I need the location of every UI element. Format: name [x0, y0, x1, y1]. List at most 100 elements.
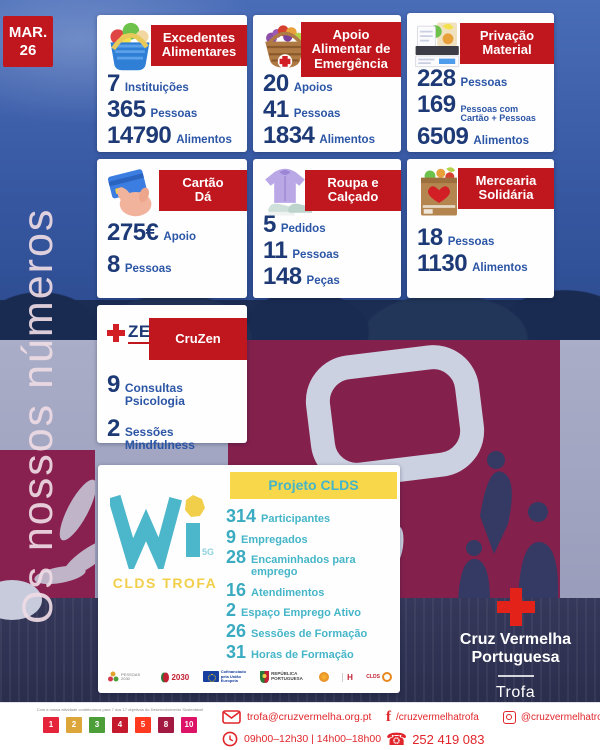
- card-title: Excedentes Alimentares: [151, 25, 247, 66]
- stat-row: 9 Consultas Psicologia: [107, 371, 243, 407]
- clock-icon: [222, 731, 238, 747]
- stat-label: Pessoas com Cartão + Pessoas: [460, 103, 536, 124]
- footer: Com a nossa atividade contribuímos para …: [0, 702, 600, 750]
- stat-value: 148: [263, 262, 302, 290]
- facebook-icon[interactable]: f: [386, 708, 391, 725]
- date-day: 26: [19, 41, 37, 59]
- stat-label: Sessões de Formação: [251, 627, 368, 640]
- stat-label: Pessoas: [150, 107, 198, 120]
- stat-label: Horas de Formação: [251, 648, 354, 661]
- hand-card-icon: [102, 165, 158, 224]
- food-basket-icon: [102, 21, 158, 78]
- card-title: Cartão Dá: [159, 170, 247, 211]
- card-cruzen: ZEN CruZen 9 Consultas Psicologia 2 Sessõe…: [97, 305, 247, 451]
- stat-row: 314 Participantes: [226, 507, 400, 526]
- stat-label: Pessoas: [460, 77, 508, 89]
- stat-value: 314: [226, 506, 257, 526]
- stat-label: Alimentos: [319, 133, 375, 146]
- stat-row: 5 Pedidos: [263, 211, 397, 238]
- sdg-goal-5-icon: 5: [135, 716, 151, 733]
- stat-row: 31 Horas de Formação: [226, 642, 400, 662]
- stat-value: 16: [226, 579, 247, 600]
- svg-text:5G: 5G: [202, 547, 214, 557]
- stat-value: 365: [107, 95, 146, 123]
- stat-value: 169: [417, 90, 456, 118]
- portugal-2030-logo: 2030: [160, 672, 189, 683]
- partner-logos-row: PESSOAS 2030 2030 Cofinanciado pela Uniã…: [108, 668, 392, 686]
- stat-value: 7: [107, 70, 120, 97]
- card-title: Mercearia Solidária: [458, 168, 554, 209]
- stat-value: 20: [263, 70, 289, 97]
- card-roupa-calcado: Roupa e Calçado 5 Pedidos 11 Pessoas 148 Pe…: [253, 159, 401, 298]
- hours-text: 09h00–12h30 | 14h00–18h00: [244, 733, 382, 745]
- stat-row: 14790 Alimentos: [107, 121, 243, 149]
- card-stats: 9 Consultas Psicologia 2 Sessões Mindfulne…: [107, 371, 243, 461]
- stat-value: 2: [226, 600, 237, 621]
- social-row: f /cruzvermelhatrofa @cruzvermelhatrofa: [386, 707, 600, 727]
- clds-stats: 314 Participantes 9 Empregados 28 Encaminha…: [226, 507, 400, 663]
- stat-label: Apoio: [163, 231, 196, 243]
- sdg-block: Com a nossa atividade contribuímos para …: [22, 707, 218, 733]
- stat-label: Encaminhados para emprego: [251, 554, 356, 578]
- stat-row: 169 Pessoas com Cartão + Pessoas: [417, 90, 550, 124]
- sdg-goal-10-icon: 10: [181, 716, 197, 733]
- stat-label: Instituições: [124, 82, 189, 94]
- phone-icon: ☎: [386, 729, 408, 749]
- instagram-icon[interactable]: [502, 710, 516, 724]
- card-apoio-alimentar: Apoio Alimentar de Emergência 20 Apoios 4…: [253, 15, 401, 152]
- card-stats: 7 Instituições 365 Pessoas 14790 Alimentos: [107, 70, 243, 150]
- stat-row: 41 Pessoas: [263, 95, 397, 123]
- stat-row: 28 Encaminhados para emprego: [226, 548, 400, 578]
- stat-value: 11: [263, 236, 288, 264]
- instagram-handle[interactable]: @cruzvermelhatrofa: [520, 711, 600, 723]
- brand-divider: [497, 674, 534, 677]
- phone-row[interactable]: ☎ 252 419 083: [386, 729, 600, 749]
- date-month: MAR.: [8, 24, 48, 42]
- wi-logo-icon: 5G: [107, 494, 214, 577]
- grocery-bag-icon: [412, 165, 466, 226]
- stat-label: Alimentos: [176, 133, 232, 146]
- stat-label: Pessoas: [293, 107, 341, 120]
- stat-value: 41: [263, 95, 289, 123]
- pessoas-2030-icon: [108, 671, 119, 682]
- sdg-goal-3-icon: 3: [89, 716, 105, 733]
- material-goods-icon: [412, 19, 466, 78]
- stat-row: 26 Sessões de Formação: [226, 622, 400, 641]
- stat-value: 9: [107, 371, 120, 398]
- stat-value: 26: [226, 620, 247, 641]
- card-title: CruZen: [149, 318, 247, 361]
- page-title: Os nossos números: [14, 207, 62, 624]
- stat-value: 14790: [107, 121, 172, 149]
- stat-row: 7 Instituições: [107, 70, 243, 97]
- email-row[interactable]: trofa@cruzvermelha.org.pt: [222, 707, 381, 727]
- sdg-goal-2-icon: 2: [66, 716, 82, 733]
- red-cross-icon: [107, 324, 125, 342]
- stat-row: 8 Pessoas: [107, 252, 243, 278]
- stat-label: Apoios: [293, 82, 333, 94]
- stat-value: 1834: [263, 121, 315, 149]
- portugal-2030-icon: [161, 672, 170, 682]
- stat-value: 6509: [417, 122, 469, 150]
- republica-portuguesa-logo: REPÚBLICA PORTUGUESA: [260, 671, 305, 683]
- card-stats: 228 Pessoas 169 Pessoas com Cartão + Pesso…: [417, 66, 550, 151]
- sdg-goal-8-icon: 8: [158, 716, 174, 733]
- wi-clds-logo: 5G CLDS TROFA: [106, 489, 224, 591]
- stat-label: Alimentos: [472, 261, 528, 274]
- uniao-europeia-logo: Cofinanciado pela União Europeia: [202, 670, 247, 683]
- sdg-goal-1-icon: 1: [43, 716, 59, 733]
- social-block: f /cruzvermelhatrofa @cruzvermelhatrofa …: [386, 707, 600, 750]
- stat-label: Pessoas: [447, 236, 495, 248]
- stat-value: 5: [263, 211, 276, 238]
- stat-label: Atendimentos: [251, 586, 325, 599]
- stat-value: 18: [417, 224, 443, 251]
- clds-trofa-label: CLDS TROFA: [112, 575, 218, 591]
- card-excedentes-alimentares: Excedentes Alimentares 7 Instituições 365…: [97, 15, 247, 152]
- facebook-handle[interactable]: /cruzvermelhatrofa: [396, 711, 479, 723]
- clds-program-logo: CLDS: [366, 672, 392, 682]
- stat-label: Pessoas: [292, 248, 340, 261]
- stat-value: 2: [107, 415, 120, 443]
- pessoas-2030-logo: PESSOAS 2030: [108, 671, 147, 683]
- date-badge: MAR. 26: [3, 16, 53, 67]
- stat-label: Sessões Mindfulness: [124, 425, 195, 452]
- stat-label: Pedidos: [280, 223, 326, 235]
